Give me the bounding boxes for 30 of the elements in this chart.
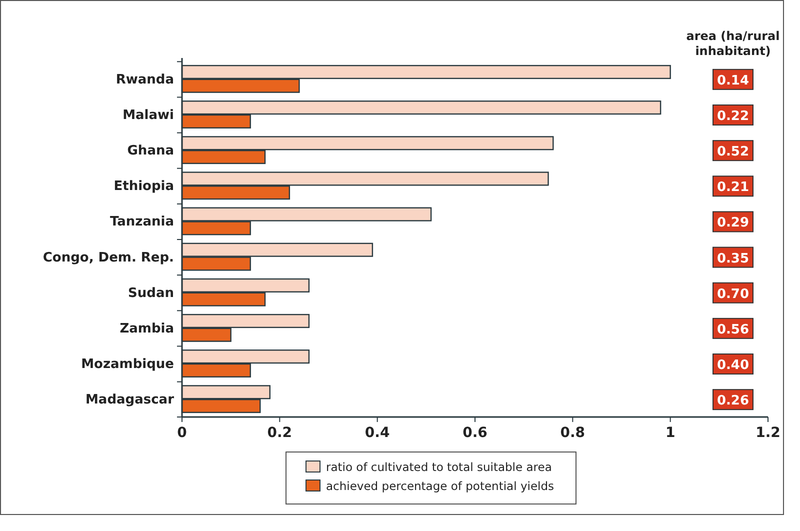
legend-label: achieved percentage of potential yields — [326, 479, 554, 493]
x-tick-label: 1 — [665, 425, 676, 441]
y-tick-label: Madagascar — [86, 392, 175, 408]
y-tick-label: Ghana — [127, 144, 174, 159]
y-tick-label: Sudan — [128, 286, 174, 301]
annotation: 0.26 — [716, 394, 750, 409]
annotation: 0.14 — [716, 73, 750, 88]
annotation: area (ha/rural inhabitant) — [686, 29, 780, 58]
legend-label: ratio of cultivated to total suitable area — [326, 460, 552, 474]
annotation: 0.35 — [716, 251, 750, 266]
x-tick-label: 0 — [177, 425, 188, 441]
x-tick-label: 0.8 — [560, 425, 586, 441]
y-tick-label: Congo, Dem. Rep. — [42, 250, 174, 266]
annotation: 0.40 — [716, 358, 750, 373]
y-tick-label: Ethiopia — [114, 179, 174, 194]
y-tick-label: Mozambique — [81, 357, 174, 372]
x-tick-label: 0.6 — [462, 425, 488, 441]
x-tick-label: 0.2 — [267, 425, 292, 441]
annotation: 0.56 — [716, 322, 750, 338]
y-tick-label: Tanzania — [110, 214, 174, 230]
annotation: 0.52 — [716, 144, 750, 160]
y-tick-label: Zambia — [120, 321, 174, 336]
x-tick-label: 1.2 — [756, 425, 780, 441]
annotation: 0.21 — [716, 180, 750, 196]
annotation: 0.22 — [716, 109, 750, 124]
y-tick-label: Malawi — [122, 108, 174, 123]
annotation: 0.29 — [716, 216, 750, 231]
annotation: 0.70 — [716, 286, 750, 302]
y-tick-label: Rwanda — [116, 72, 174, 88]
x-tick-label: 0.4 — [364, 425, 390, 441]
